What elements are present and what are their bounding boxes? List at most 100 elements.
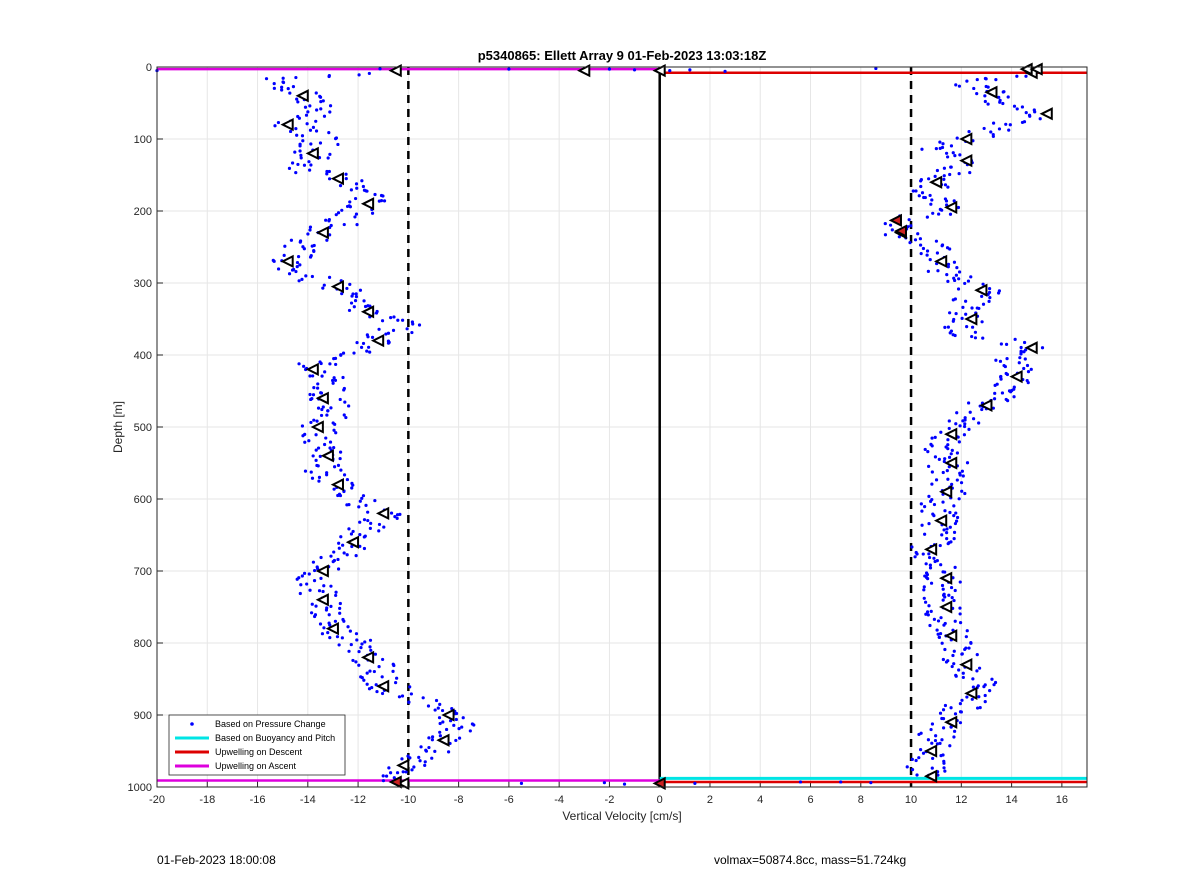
x-tick-label: 8	[858, 794, 864, 806]
velocity-point	[348, 629, 352, 633]
velocity-point	[998, 100, 1002, 104]
velocity-point	[336, 493, 340, 498]
y-tick-labels: 0 100 200 300 400 500 600 700 800 900 1000	[128, 62, 152, 794]
velocity-point	[335, 635, 340, 639]
velocity-point	[946, 477, 950, 481]
velocity-point	[1028, 114, 1032, 118]
velocity-point	[951, 151, 955, 155]
velocity-point	[349, 188, 353, 192]
velocity-point	[930, 436, 934, 440]
velocity-point	[942, 166, 947, 170]
velocity-point	[941, 587, 945, 591]
velocity-point	[350, 294, 354, 298]
velocity-point	[320, 632, 325, 636]
velocity-point	[381, 774, 385, 778]
velocity-point	[296, 162, 300, 167]
triangle-marker	[923, 744, 938, 758]
velocity-point	[958, 621, 963, 625]
velocity-point	[325, 238, 329, 242]
velocity-point	[308, 228, 312, 232]
velocity-point	[931, 756, 935, 761]
velocity-point	[945, 246, 950, 250]
velocity-point	[394, 680, 398, 685]
velocity-point	[1004, 122, 1008, 126]
velocity-point	[947, 455, 952, 459]
velocity-point	[943, 457, 947, 461]
velocity-point	[334, 590, 338, 594]
velocity-point	[358, 499, 362, 503]
velocity-point	[322, 283, 326, 287]
velocity-point	[983, 700, 987, 704]
velocity-point	[308, 168, 312, 172]
velocity-point	[457, 736, 462, 740]
velocity-point	[935, 559, 939, 563]
velocity-point	[925, 249, 930, 253]
velocity-point	[368, 350, 372, 354]
triangle-marker	[360, 305, 375, 319]
velocity-point	[946, 447, 950, 451]
velocity-point	[953, 619, 957, 623]
velocity-point	[373, 192, 377, 197]
velocity-point	[1020, 120, 1025, 125]
velocity-point	[963, 281, 967, 286]
velocity-point	[363, 304, 368, 309]
y-tick-label: 900	[134, 710, 152, 722]
velocity-point	[927, 522, 931, 526]
velocity-point	[929, 202, 933, 206]
velocity-point	[295, 577, 299, 581]
velocity-point	[952, 598, 956, 603]
velocity-point	[296, 100, 300, 104]
legend-label: Upwelling on Descent	[215, 747, 303, 757]
velocity-point	[319, 361, 323, 366]
velocity-point	[332, 357, 336, 361]
triangle-marker	[923, 769, 938, 783]
velocity-point	[360, 642, 364, 646]
velocity-point	[352, 351, 356, 355]
velocity-point	[297, 362, 301, 366]
velocity-point	[340, 292, 344, 296]
velocity-point	[977, 421, 981, 425]
velocity-point	[953, 729, 957, 733]
triangle-marker	[388, 63, 402, 78]
velocity-point	[378, 67, 382, 71]
velocity-point	[430, 738, 434, 742]
velocity-point	[410, 768, 414, 772]
velocity-point	[910, 757, 914, 761]
velocity-point	[990, 677, 994, 681]
velocity-point	[909, 224, 913, 228]
velocity-point	[927, 555, 932, 560]
velocity-point	[920, 523, 924, 527]
velocity-point	[960, 316, 964, 321]
velocity-point	[370, 335, 375, 339]
velocity-point	[319, 107, 323, 111]
velocity-point	[362, 678, 366, 682]
triangle-marker	[345, 535, 360, 549]
velocity-point	[961, 671, 965, 675]
velocity-point	[328, 110, 332, 114]
velocity-point	[369, 648, 373, 652]
x-tick-label: -4	[554, 794, 564, 806]
triangle-marker	[330, 477, 344, 492]
velocity-point	[341, 375, 345, 380]
velocity-point	[937, 457, 941, 461]
velocity-point	[987, 299, 991, 304]
velocity-point	[377, 522, 382, 527]
velocity-point	[977, 666, 982, 670]
triangle-marker	[320, 449, 334, 463]
chart-title: p5340865: Ellett Array 9 01-Feb-2023 13:…	[478, 48, 767, 63]
velocity-point	[970, 334, 974, 339]
velocity-point	[316, 382, 320, 386]
x-tick-label: 2	[707, 794, 713, 806]
velocity-point	[342, 388, 346, 392]
velocity-point	[427, 745, 431, 750]
velocity-point	[959, 710, 963, 714]
velocity-point	[955, 136, 959, 140]
triangle-marker	[330, 171, 344, 186]
triangle-marker	[295, 89, 309, 103]
velocity-point	[360, 676, 364, 680]
velocity-point	[1025, 363, 1030, 368]
velocity-point	[946, 185, 950, 189]
velocity-point	[941, 142, 945, 146]
velocity-point	[318, 141, 323, 145]
velocity-point	[282, 253, 286, 258]
